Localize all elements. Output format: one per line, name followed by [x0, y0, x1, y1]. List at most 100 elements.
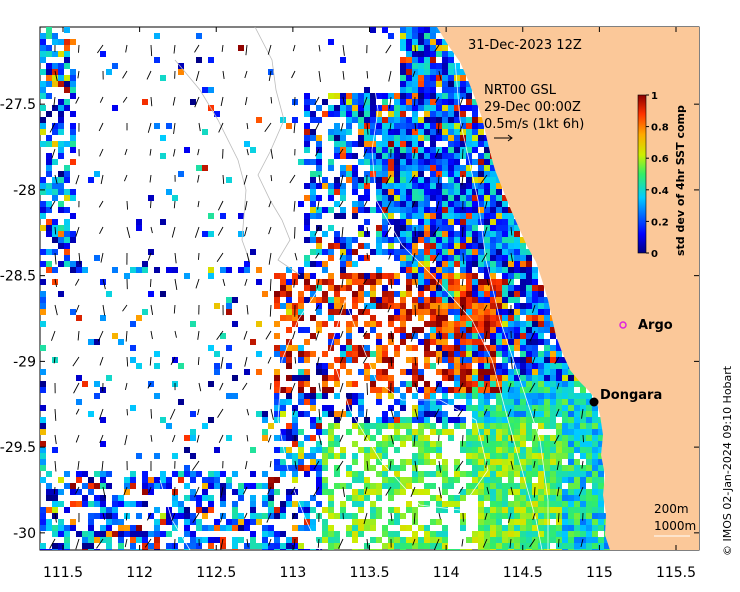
current-vector — [458, 486, 464, 495]
sst-cell — [436, 495, 442, 501]
sst-cell — [592, 429, 598, 435]
sst-cell — [442, 411, 448, 417]
sst-cell — [400, 171, 406, 177]
sst-cell — [418, 405, 424, 411]
sst-cell — [298, 465, 304, 471]
sst-cell — [286, 489, 292, 495]
sst-cell — [304, 327, 310, 333]
sst-cell — [580, 429, 586, 435]
colorbar-tick-label: 0.8 — [651, 123, 669, 134]
current-vector — [150, 44, 153, 57]
sst-cell — [520, 321, 526, 327]
sst-cell — [394, 189, 400, 195]
sst-cell — [328, 453, 334, 459]
current-vector — [388, 70, 392, 82]
sst-cell — [328, 549, 334, 550]
sst-cell — [382, 237, 388, 243]
sst-cell — [466, 273, 472, 279]
sst-cell — [370, 117, 376, 123]
sst-cell — [538, 489, 544, 495]
sst-cell — [340, 153, 346, 159]
sst-cell — [196, 33, 202, 39]
sst-cell — [334, 231, 340, 237]
current-vector — [533, 408, 536, 419]
current-vector — [292, 408, 296, 416]
sst-cell — [550, 375, 556, 381]
sst-cell — [214, 537, 220, 543]
current-vector — [484, 512, 488, 520]
sst-cell — [304, 357, 310, 363]
sst-cell — [418, 387, 424, 393]
sst-cell — [148, 483, 154, 489]
sst-cell — [562, 543, 568, 549]
sst-cell — [352, 537, 358, 543]
sst-cell — [508, 369, 514, 375]
sst-cell — [208, 537, 214, 543]
sst-cell — [550, 507, 556, 513]
sst-cell — [316, 303, 322, 309]
sst-cell — [274, 411, 280, 417]
sst-cell — [568, 525, 574, 531]
sst-cell — [388, 189, 394, 195]
sst-cell — [544, 483, 550, 489]
current-vector — [389, 96, 392, 109]
sst-cell — [514, 327, 520, 333]
sst-cell — [160, 417, 166, 423]
sst-cell — [430, 87, 436, 93]
sst-cell — [64, 531, 70, 537]
sst-cell — [544, 399, 550, 405]
sst-cell — [358, 489, 364, 495]
sst-cell — [502, 465, 508, 471]
sst-cell — [574, 405, 580, 411]
sst-cell — [142, 471, 148, 477]
sst-cell — [412, 39, 418, 45]
sst-cell — [442, 93, 448, 99]
sst-cell — [58, 51, 64, 57]
current-vector — [317, 538, 320, 548]
sst-cell — [586, 447, 592, 453]
sst-cell — [532, 399, 538, 405]
sst-cell — [538, 423, 544, 429]
sst-cell — [76, 315, 82, 321]
sst-cell — [160, 483, 166, 489]
sst-cell — [316, 363, 322, 369]
sst-cell — [346, 99, 352, 105]
sst-cell — [430, 297, 436, 303]
sst-cell — [448, 483, 454, 489]
sst-cell — [472, 171, 478, 177]
contour-legend-1000m: 1000m — [654, 519, 696, 533]
sst-cell — [316, 447, 322, 453]
sst-cell — [286, 345, 292, 351]
sst-cell — [400, 99, 406, 105]
sst-cell — [382, 447, 388, 453]
y-axis: -27.5-28-28.5-29-29.5-30 — [0, 97, 699, 542]
sst-cell — [448, 129, 454, 135]
sst-cell — [70, 267, 76, 273]
sst-cell — [442, 75, 448, 81]
current-vector — [149, 356, 152, 366]
sst-cell — [424, 195, 430, 201]
sst-cell — [358, 243, 364, 249]
current-vector — [269, 278, 272, 292]
sst-cell — [358, 393, 364, 399]
sst-cell — [490, 345, 496, 351]
sst-cell — [562, 531, 568, 537]
sst-cell — [388, 393, 394, 399]
sst-cell — [64, 195, 70, 201]
sst-cell — [538, 327, 544, 333]
sst-cell — [226, 177, 232, 183]
sst-cell — [442, 423, 448, 429]
sst-cell — [424, 51, 430, 57]
sst-cell — [352, 297, 358, 303]
sst-cell — [340, 237, 346, 243]
sst-cell — [400, 189, 406, 195]
sst-cell — [280, 513, 286, 519]
sst-cell — [40, 381, 46, 387]
sst-cell — [508, 471, 514, 477]
sst-cell — [436, 339, 442, 345]
sst-cell — [64, 75, 70, 81]
sst-cell — [502, 399, 508, 405]
sst-cell — [346, 399, 352, 405]
sst-cell — [412, 57, 418, 63]
sst-cell — [166, 543, 172, 549]
